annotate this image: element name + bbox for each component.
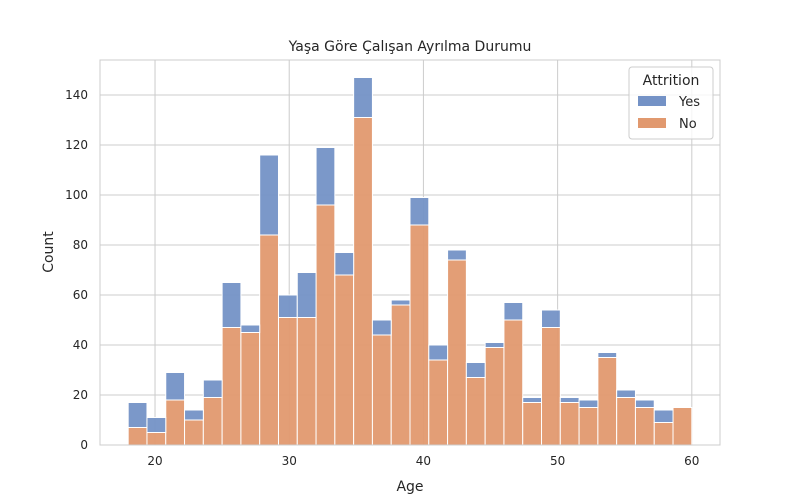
bar-no	[146, 432, 167, 446]
ticks: 20 30 40 50 60 0 20 40 60 80 100 120 140	[65, 88, 699, 468]
legend: Attrition Yes No	[628, 66, 714, 140]
bar-no	[616, 397, 636, 446]
bar-no	[484, 347, 505, 446]
x-tick-label: 50	[550, 454, 565, 468]
bar-yes	[428, 344, 449, 361]
y-axis-label: Count	[41, 231, 57, 273]
y-tick-label: 60	[73, 288, 88, 302]
bar-no	[371, 334, 392, 446]
y-tick-label: 80	[73, 238, 88, 252]
y-tick-label: 0	[80, 438, 88, 452]
bar-no	[277, 317, 298, 446]
bar-yes	[616, 389, 636, 398]
bar-yes	[390, 299, 411, 306]
bar-yes	[409, 197, 430, 226]
bar-yes	[165, 372, 186, 401]
bar-yes	[597, 352, 618, 358]
bar-no	[559, 402, 580, 446]
plot-frame	[99, 59, 721, 446]
bar-yes	[634, 399, 655, 408]
bar-no	[672, 407, 693, 446]
bar-no	[259, 234, 279, 446]
bar-no	[409, 224, 430, 446]
x-tick-label: 40	[416, 454, 431, 468]
bar-yes	[296, 272, 317, 318]
bar-no	[428, 359, 449, 446]
bar-yes	[541, 309, 561, 328]
y-tick-label: 40	[73, 338, 88, 352]
bar-no	[184, 419, 204, 446]
bar-no	[296, 317, 317, 446]
bar-yes	[315, 147, 336, 206]
bar-yes	[334, 252, 355, 276]
legend-label-no: No	[679, 117, 697, 132]
legend-swatch-no	[638, 118, 666, 128]
bar-no	[165, 399, 186, 446]
bar-no	[634, 407, 655, 446]
x-tick-label: 60	[684, 454, 699, 468]
bar-no	[447, 259, 467, 446]
bar-no	[390, 304, 411, 446]
bar-yes	[184, 409, 204, 421]
bars	[127, 77, 693, 446]
bar-yes	[653, 409, 674, 423]
y-tick-label: 120	[65, 138, 88, 152]
bar-no	[202, 397, 223, 446]
bar-no	[334, 274, 355, 446]
bar-yes	[127, 402, 148, 428]
bar-yes	[578, 399, 599, 408]
bar-yes	[240, 324, 261, 333]
bar-yes	[146, 417, 167, 433]
bar-no	[522, 402, 543, 446]
bar-yes	[221, 282, 242, 328]
bar-yes	[353, 77, 373, 118]
bar-yes	[277, 294, 298, 318]
y-tick-label: 20	[73, 388, 88, 402]
bar-no	[503, 319, 524, 446]
y-tick-label: 140	[65, 88, 88, 102]
bar-yes	[447, 249, 467, 261]
bar-yes	[503, 302, 524, 321]
bar-yes	[559, 397, 580, 403]
bar-yes	[484, 342, 505, 348]
bar-yes	[202, 379, 223, 398]
bar-no	[127, 427, 148, 446]
y-tick-label: 100	[65, 188, 88, 202]
bar-no	[465, 377, 486, 446]
x-tick-label: 20	[147, 454, 162, 468]
bar-yes	[259, 154, 279, 236]
bar-yes	[465, 362, 486, 378]
bar-no	[315, 204, 336, 446]
bar-no	[541, 327, 561, 446]
x-tick-label: 30	[282, 454, 297, 468]
bar-yes	[371, 319, 392, 336]
bar-no	[240, 332, 261, 446]
legend-label-yes: Yes	[678, 95, 700, 110]
legend-swatch-yes	[638, 96, 666, 106]
bar-no	[221, 327, 242, 446]
x-axis-label: Age	[396, 479, 423, 495]
legend-title: Attrition	[643, 73, 700, 89]
bar-no	[597, 357, 618, 446]
bar-no	[353, 117, 373, 446]
bar-no	[578, 407, 599, 446]
bar-no	[653, 422, 674, 446]
chart-title: Yaşa Göre Çalışan Ayrılma Durumu	[288, 39, 532, 55]
bar-yes	[522, 397, 543, 403]
